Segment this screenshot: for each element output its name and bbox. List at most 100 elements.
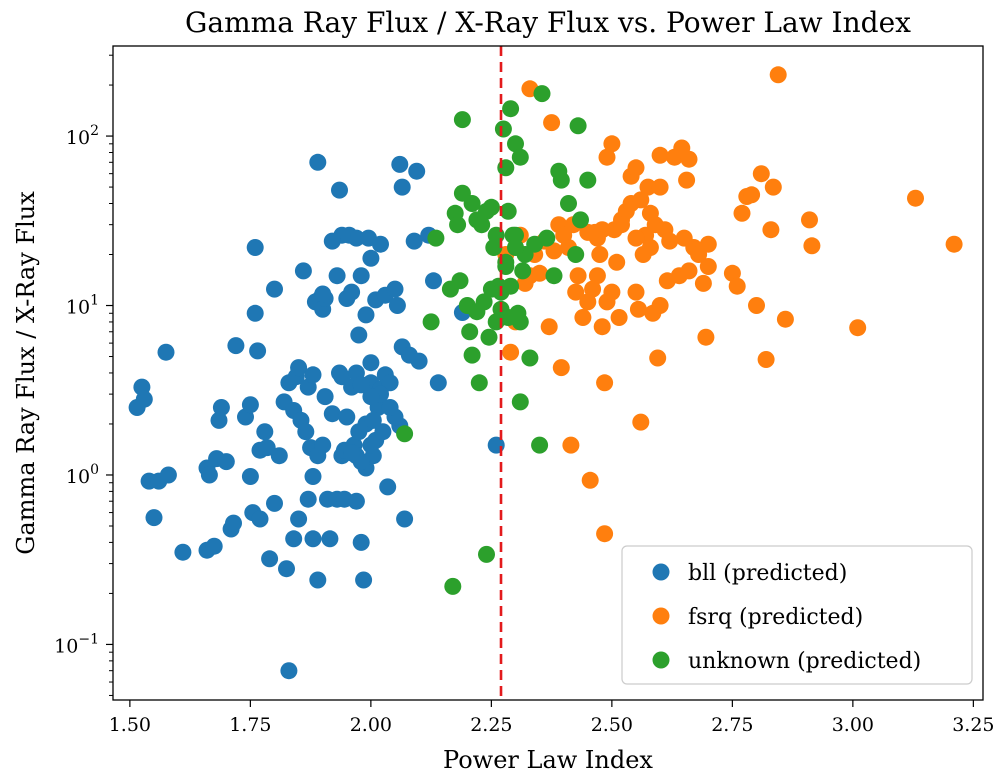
point-series-1-92 <box>588 267 606 285</box>
point-series-0-53 <box>309 153 327 171</box>
point-series-1-43 <box>627 283 645 301</box>
point-series-0-44 <box>297 423 315 441</box>
legend-marker-2 <box>652 651 670 669</box>
point-series-1-86 <box>907 189 924 207</box>
point-series-0-18 <box>225 514 242 532</box>
point-series-1-88 <box>579 223 597 241</box>
point-series-0-127 <box>280 662 298 680</box>
point-series-0-99 <box>379 478 397 496</box>
point-series-1-47 <box>632 191 650 209</box>
point-series-2-51 <box>579 171 597 189</box>
point-series-2-48 <box>567 246 585 263</box>
point-series-0-12 <box>205 537 223 555</box>
point-series-0-4 <box>145 509 163 527</box>
point-series-1-28 <box>591 246 609 263</box>
point-series-0-113 <box>425 272 442 290</box>
point-series-0-25 <box>249 342 267 360</box>
point-series-0-7 <box>159 466 177 484</box>
point-series-1-84 <box>803 237 821 255</box>
point-series-1-79 <box>762 221 780 239</box>
y-axis-ticks: 10−1 100 101 102 <box>54 54 113 696</box>
point-series-2-8 <box>453 111 471 129</box>
point-series-0-114 <box>429 374 447 392</box>
y-tick-label: 100 <box>66 462 99 488</box>
point-series-0-2 <box>135 390 153 408</box>
y-tick-label: 102 <box>66 123 99 149</box>
point-series-0-69 <box>338 408 356 426</box>
point-series-1-71 <box>723 264 741 282</box>
point-series-2-58 <box>502 277 520 295</box>
point-series-1-46 <box>632 413 650 431</box>
x-tick-label: 2.50 <box>591 714 633 736</box>
point-series-1-56 <box>651 178 669 196</box>
point-series-2-0 <box>396 425 414 443</box>
point-series-0-19 <box>227 337 245 355</box>
point-series-0-133 <box>314 285 332 303</box>
point-series-0-46 <box>299 490 317 508</box>
point-series-0-131 <box>362 388 380 406</box>
point-series-1-63 <box>678 171 696 189</box>
legend-label-2: unknown (predicted) <box>688 649 921 674</box>
point-series-0-110 <box>408 162 426 180</box>
y-tick-label: 101 <box>66 293 99 319</box>
point-series-2-43 <box>538 229 556 247</box>
point-series-0-78 <box>350 326 368 344</box>
legend-box <box>621 545 973 685</box>
point-series-0-32 <box>266 280 283 298</box>
point-series-0-106 <box>393 178 411 196</box>
point-series-0-111 <box>410 352 428 370</box>
point-series-0-35 <box>278 560 295 578</box>
point-series-1-15 <box>552 359 570 377</box>
point-series-0-88 <box>362 249 380 267</box>
point-series-2-54 <box>499 202 517 220</box>
point-series-0-33 <box>270 447 288 465</box>
point-series-0-126 <box>364 411 382 429</box>
point-series-0-107 <box>396 510 414 528</box>
point-series-2-30 <box>502 100 520 118</box>
point-series-2-16 <box>473 216 491 234</box>
point-series-2-49 <box>569 117 587 135</box>
point-series-0-118 <box>304 468 322 485</box>
point-series-2-1 <box>422 313 440 331</box>
point-series-0-103 <box>391 155 409 173</box>
y-tick-label: 10−1 <box>54 631 99 657</box>
point-series-1-50 <box>639 178 657 196</box>
x-axis-ticks: 1.50 1.75 2.00 2.25 2.50 2.75 3.00 3.25 <box>109 700 995 736</box>
point-series-0-76 <box>347 229 365 247</box>
point-series-0-6 <box>157 343 175 361</box>
point-series-0-102 <box>388 297 406 314</box>
point-series-0-130 <box>381 399 399 416</box>
point-series-1-64 <box>680 262 698 280</box>
point-series-1-13 <box>545 242 563 260</box>
point-series-0-117 <box>241 468 259 485</box>
x-tick-label: 2.75 <box>711 714 753 736</box>
point-series-0-15 <box>212 399 230 416</box>
point-series-1-76 <box>748 297 765 314</box>
point-series-0-58 <box>316 388 334 406</box>
point-series-2-47 <box>560 195 577 212</box>
point-series-0-125 <box>343 444 361 462</box>
point-series-0-21 <box>241 396 259 414</box>
point-series-2-42 <box>533 85 551 103</box>
point-series-0-120 <box>362 436 380 454</box>
point-series-2-52 <box>478 202 495 220</box>
point-series-1-69 <box>699 235 717 253</box>
point-series-2-7 <box>451 272 469 290</box>
x-tick-label: 3.00 <box>832 714 874 736</box>
point-series-1-20 <box>567 283 585 301</box>
point-series-1-29 <box>593 318 611 336</box>
point-series-2-11 <box>461 323 479 341</box>
point-series-1-90 <box>641 239 659 256</box>
point-series-1-22 <box>574 309 592 326</box>
point-series-2-33 <box>507 135 524 153</box>
point-series-1-87 <box>945 235 963 253</box>
point-series-2-18 <box>478 545 495 563</box>
x-tick-label: 1.50 <box>109 714 151 736</box>
legend-label-0: bll (predicted) <box>688 561 847 586</box>
point-series-2-60 <box>511 313 529 331</box>
point-series-1-30 <box>596 374 614 392</box>
point-series-1-2 <box>502 343 520 361</box>
point-series-0-82 <box>355 571 373 589</box>
x-tick-label: 2.00 <box>350 714 392 736</box>
point-series-0-80 <box>352 267 370 285</box>
